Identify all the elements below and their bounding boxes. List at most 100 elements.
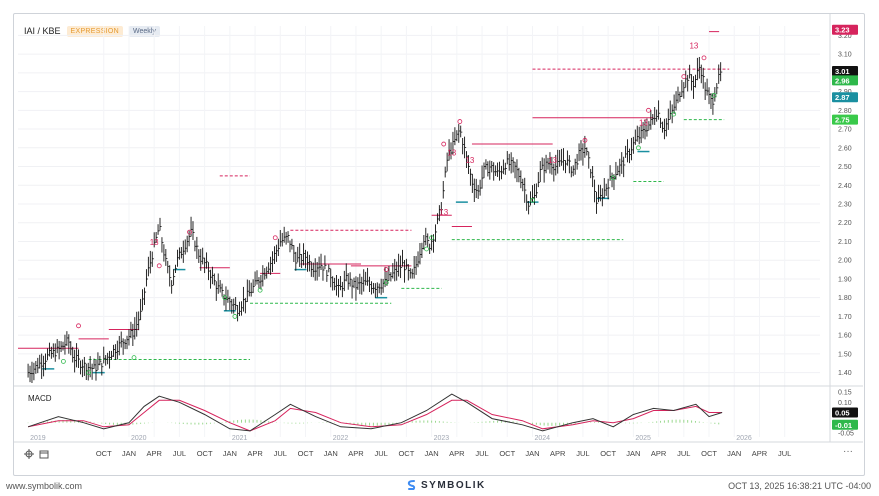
y-tick-label: 1.40	[838, 370, 852, 377]
x-tick-label: JUL	[677, 449, 690, 458]
price-tag: 2.75	[835, 116, 850, 125]
more-icon[interactable]: ···	[843, 446, 853, 457]
macd-tick-label: 0.15	[838, 390, 852, 397]
x-tick-label: OCT	[398, 449, 414, 458]
x-tick-label: OCT	[298, 449, 314, 458]
logo-icon	[407, 480, 416, 490]
y-tick-label: 1.90	[838, 276, 852, 283]
setup-count-green	[60, 358, 66, 364]
countdown-13-label: 13	[548, 156, 557, 165]
symbol-label: IAI / KBE	[24, 26, 61, 36]
y-tick-label: 2.40	[838, 183, 852, 190]
crosshair-icon[interactable]	[23, 448, 35, 460]
y-tick-label: 1.50	[838, 351, 852, 358]
year-label: 2023	[434, 435, 450, 442]
setup-count-red	[646, 107, 651, 113]
setup-count-green	[671, 111, 677, 117]
brand-logo: SYMBOLIK	[407, 479, 486, 491]
price-tag-box	[832, 65, 858, 76]
x-tick-label: APR	[651, 449, 667, 458]
x-tick-label: JUL	[274, 449, 287, 458]
setup-count-green	[610, 175, 616, 181]
x-tick-label: JUL	[374, 449, 387, 458]
setup-count-red	[457, 119, 463, 124]
price-tag-box	[832, 114, 858, 125]
y-tick-label: 1.60	[838, 333, 852, 340]
setup-count-green	[530, 197, 535, 203]
year-label: 2020	[131, 435, 147, 442]
x-tick-label: OCT	[499, 449, 515, 458]
setup-count-green	[257, 287, 263, 293]
x-tick-label: OCT	[197, 449, 213, 458]
macd-tag: -0.01	[835, 421, 852, 430]
calendar-icon[interactable]	[38, 448, 50, 460]
price-tag: 2.87	[835, 93, 850, 102]
x-tick-label: JAN	[626, 449, 640, 458]
footer: www.symbolik.com SYMBOLIK OCT 13, 2025 1…	[0, 476, 879, 496]
x-tick-label: APR	[146, 449, 162, 458]
x-tick-label: JUL	[778, 449, 791, 458]
y-tick-label: 1.80	[838, 295, 852, 302]
x-tick-label: JAN	[425, 449, 439, 458]
setup-count-red	[582, 137, 588, 143]
x-tick-label: OCT	[96, 449, 112, 458]
year-label: 2021	[232, 435, 248, 442]
brand-name: SYMBOLIK	[421, 479, 486, 491]
y-tick-label: 2.30	[838, 202, 852, 209]
price-tag: 3.01	[835, 67, 850, 76]
setup-count-green	[636, 145, 641, 151]
timestamp: OCT 13, 2025 16:38:21 UTC -04:00	[728, 481, 871, 491]
year-label: 2026	[736, 435, 752, 442]
setup-count-green	[222, 295, 228, 301]
setup-count-green	[86, 370, 92, 376]
x-tick-label: JUL	[173, 449, 186, 458]
countdown-13-label: 13	[465, 156, 474, 165]
setup-count-red	[187, 229, 192, 235]
y-tick-label: 2.20	[838, 220, 852, 227]
x-tick-label: APR	[550, 449, 566, 458]
macd-panel-label: MACD	[28, 394, 52, 403]
countdown-13-label: 13	[447, 148, 456, 157]
y-tick-label: 3.20	[838, 33, 852, 40]
setup-count-green	[711, 92, 717, 98]
price-tag: 2.96	[835, 76, 850, 85]
macd-signal-line	[28, 399, 723, 432]
countdown-13-label: 13	[639, 118, 648, 127]
chart-header: IAI / KBE EXPRESSION Weekly	[24, 23, 160, 39]
x-tick-label: APR	[752, 449, 768, 458]
countdown-13-label: 13	[150, 238, 159, 247]
price-tag-box	[832, 75, 858, 86]
year-label: 2022	[333, 435, 349, 442]
setup-count-red	[681, 74, 687, 79]
x-tick-label: APR	[449, 449, 465, 458]
x-tick-label: JAN	[727, 449, 741, 458]
year-label: 2024	[534, 435, 550, 442]
y-tick-label: 1.70	[838, 314, 852, 321]
macd-tick-label: -0.05	[838, 430, 854, 437]
website-link[interactable]: www.symbolik.com	[6, 481, 83, 491]
x-tick-label: JAN	[324, 449, 338, 458]
y-tick-label: 2.60	[838, 145, 852, 152]
setup-count-red	[383, 267, 389, 272]
expression-badge[interactable]: EXPRESSION	[66, 25, 124, 37]
setup-count-green	[429, 235, 435, 241]
year-label: 2025	[635, 435, 651, 442]
price-tag-box	[832, 92, 858, 103]
y-tick-label: 2.10	[838, 239, 852, 246]
x-tick-label: APR	[348, 449, 364, 458]
y-tick-label: 2.70	[838, 127, 852, 134]
x-tick-label: JUL	[576, 449, 589, 458]
interval-badge[interactable]: Weekly	[129, 25, 160, 37]
year-label: 2019	[30, 435, 46, 442]
x-tick-label: JAN	[122, 449, 136, 458]
macd-line	[27, 393, 723, 432]
y-tick-label: 2.80	[838, 108, 852, 115]
x-tick-label: JAN	[223, 449, 237, 458]
setup-count-red	[701, 55, 707, 61]
setup-count-red	[441, 141, 447, 147]
setup-count-green	[232, 314, 238, 319]
macd-tick-label: 0.10	[838, 400, 852, 407]
setup-count-red	[156, 263, 162, 269]
y-tick-label: 2.50	[838, 164, 852, 171]
